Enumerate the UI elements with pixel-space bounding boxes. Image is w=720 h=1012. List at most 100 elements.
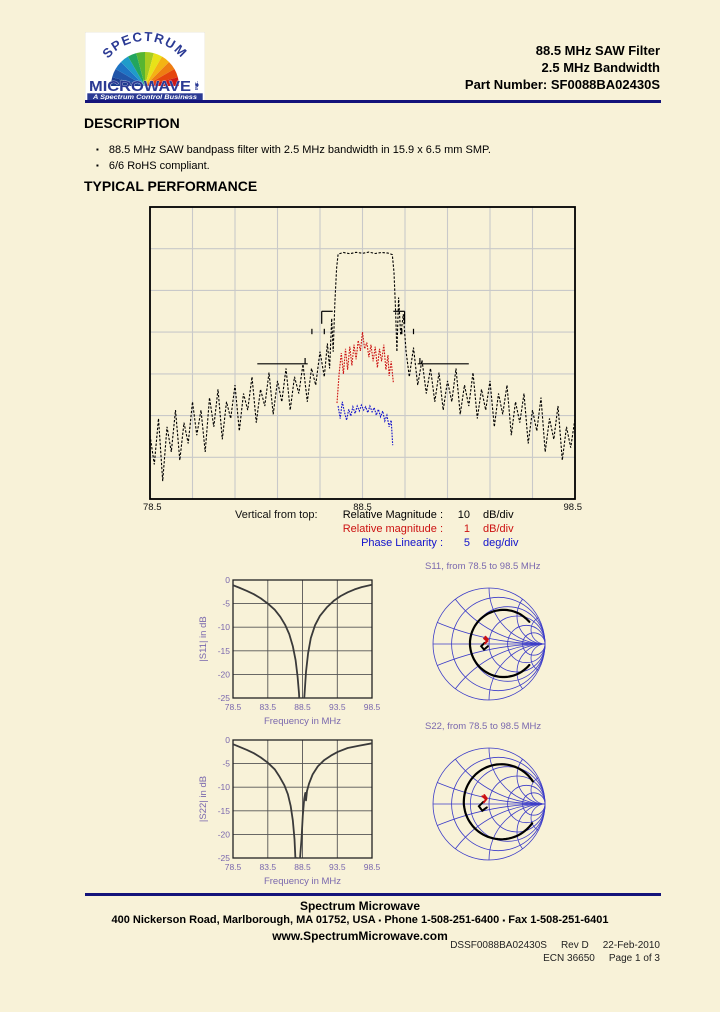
x-tick-label: 88.5 [353, 502, 372, 513]
footer-address: 400 Nickerson Road, Marlborough, MA 0175… [111, 914, 376, 926]
rainbow-wedge [136, 52, 145, 86]
logo-inc-text: INC. [194, 81, 199, 90]
separator-icon: ▪ [502, 916, 506, 925]
footer-address-line: 400 Nickerson Road, Marlborough, MA 0175… [0, 914, 720, 926]
y-tick-label: -10 [218, 622, 231, 632]
doc-revision: Rev D [560, 940, 589, 951]
logo-tagline: A Spectrum Control Business [92, 95, 198, 101]
header-rule [85, 100, 661, 103]
magnitude-1db-trace [336, 332, 394, 404]
legend-label: Relative Magnitude : [342, 509, 443, 521]
logo-wordmark: MICROWAVE [89, 78, 191, 95]
x-axis-label: Frequency in MHz [264, 876, 341, 887]
y-tick-label: 0 [225, 575, 230, 585]
rainbow-wedge [120, 56, 145, 86]
x-tick-label: 98.5 [364, 702, 381, 712]
bullet-icon: ▪ [96, 161, 99, 170]
footer-fax: Fax 1-508-251-6401 [508, 914, 609, 926]
y-tick-label: -10 [218, 782, 231, 792]
smith-trace-hook [477, 800, 488, 813]
legend-label: Phase Linearity : [361, 537, 443, 549]
main-response-chart: 78.5 88.5 98.5 [143, 206, 583, 513]
product-title: 88.5 MHz SAW Filter [535, 43, 660, 58]
rainbow-wedge [145, 77, 179, 86]
legend-unit: dB/div [483, 523, 514, 535]
legend-prefix: Vertical from top: [235, 509, 318, 521]
smith-trace-hook [479, 641, 489, 652]
legend-label: Relative magnitude : [342, 523, 443, 535]
bullet-icon: ▪ [96, 145, 99, 154]
separator-icon: ▪ [378, 916, 382, 925]
x-tick-label: 93.5 [329, 702, 346, 712]
smith-grid [432, 587, 546, 701]
doc-ecn: ECN 36650 [543, 953, 595, 964]
x-tick-label: 98.5 [564, 502, 583, 513]
x-tick-label: 83.5 [260, 862, 277, 872]
footer-company: Spectrum Microwave [299, 899, 421, 913]
part-number: Part Number: SF0088BA02430S [464, 77, 660, 92]
x-tick-label: 98.5 [364, 862, 381, 872]
splot-gridlines [233, 740, 372, 858]
rainbow-wedge [145, 69, 178, 86]
y-tick-label: -25 [218, 853, 231, 863]
list-item: ▪ 6/6 RoHS compliant. [96, 158, 491, 174]
doc-number: DSSF0088BA02430S [450, 940, 547, 951]
smith-grid [432, 747, 546, 861]
y-tick-label: -15 [218, 646, 231, 656]
description-heading: DESCRIPTION [84, 115, 180, 131]
document-control-block: DSSF0088BA02430S Rev D 22-Feb-2010 ECN 366… [450, 939, 660, 965]
x-tick-label: 88.5 [294, 702, 311, 712]
smith-reactance-arcs [433, 588, 545, 700]
smith-trace [462, 763, 534, 841]
y-tick-label: -5 [222, 759, 230, 769]
bullet-text: 6/6 RoHS compliant. [108, 160, 210, 172]
logo-dot-right [195, 83, 199, 87]
legend-value: 5 [463, 537, 470, 549]
rainbow-wedge [145, 56, 170, 86]
smith-reactance-arcs [433, 748, 545, 860]
rainbow-wedge [111, 77, 145, 86]
y-tick-label: -25 [218, 693, 231, 703]
phase-linearity-trace [337, 401, 394, 446]
splot-frame [232, 579, 373, 699]
smith-chart-title: S22, from 78.5 to 98.5 MHz [425, 721, 541, 732]
legend-unit: deg/div [483, 537, 519, 549]
doc-date: 22-Feb-2010 [602, 940, 660, 951]
y-tick-label: -20 [218, 829, 231, 839]
doc-revision-line: DSSF0088BA02430S Rev D 22-Feb-2010 [450, 939, 660, 952]
smith-passband-marker [483, 635, 490, 645]
y-tick-label: -20 [218, 669, 231, 679]
rainbow-wedge [128, 53, 145, 86]
y-axis-label: |S22| in dB [198, 776, 209, 822]
rainbow-wedge [112, 69, 145, 86]
spectrum-microwave-logo: SPECTRUM MICROWAVE INC. A Spectrum Contr… [85, 32, 205, 102]
x-tick-label: 78.5 [225, 862, 242, 872]
footer-rule [85, 893, 661, 896]
return-loss-trace [233, 742, 372, 858]
rainbow-wedge [145, 52, 154, 86]
legend-unit: dB/div [483, 509, 514, 521]
rainbow-icon [111, 52, 179, 86]
bandwidth-subtitle: 2.5 MHz Bandwidth [541, 60, 660, 75]
y-tick-label: -15 [218, 806, 231, 816]
bullet-text: 88.5 MHz SAW bandpass filter with 2.5 MH… [108, 144, 491, 156]
typical-performance-heading: TYPICAL PERFORMANCE [84, 178, 258, 194]
splot-frame [232, 739, 373, 859]
footer-phone: Phone 1-508-251-6400 [384, 914, 500, 926]
x-tick-label: 78.5 [143, 502, 162, 513]
smith-trace [468, 608, 531, 679]
legend-value: 10 [457, 509, 470, 521]
x-tick-label: 88.5 [294, 862, 311, 872]
x-tick-label: 83.5 [260, 702, 277, 712]
footer-website-link[interactable]: www.SpectrumMicrowave.com [272, 929, 448, 943]
s22-smith-chart: S22, from 78.5 to 98.5 MHz [425, 721, 546, 861]
rainbow-wedge [145, 61, 175, 86]
s11-smith-chart: S11, from 78.5 to 98.5 MHz [425, 561, 546, 701]
smith-passband-marker [481, 793, 488, 804]
description-bullets: ▪ 88.5 MHz SAW bandpass filter with 2.5 … [96, 142, 491, 174]
doc-ecn-line: ECN 36650 Page 1 of 3 [450, 952, 660, 965]
magnitude-10db-trace [149, 251, 576, 482]
